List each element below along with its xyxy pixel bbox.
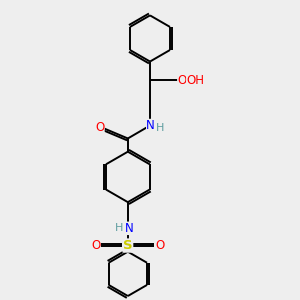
Text: N: N	[146, 119, 155, 132]
Text: OH: OH	[186, 74, 204, 86]
Text: O: O	[155, 239, 164, 252]
Text: H: H	[187, 75, 195, 85]
Text: N: N	[125, 222, 134, 235]
Text: O: O	[91, 239, 101, 252]
Text: O: O	[95, 121, 104, 134]
Text: H: H	[115, 223, 123, 233]
Text: H: H	[156, 123, 164, 133]
Text: O: O	[178, 74, 187, 86]
Text: S: S	[123, 239, 133, 252]
